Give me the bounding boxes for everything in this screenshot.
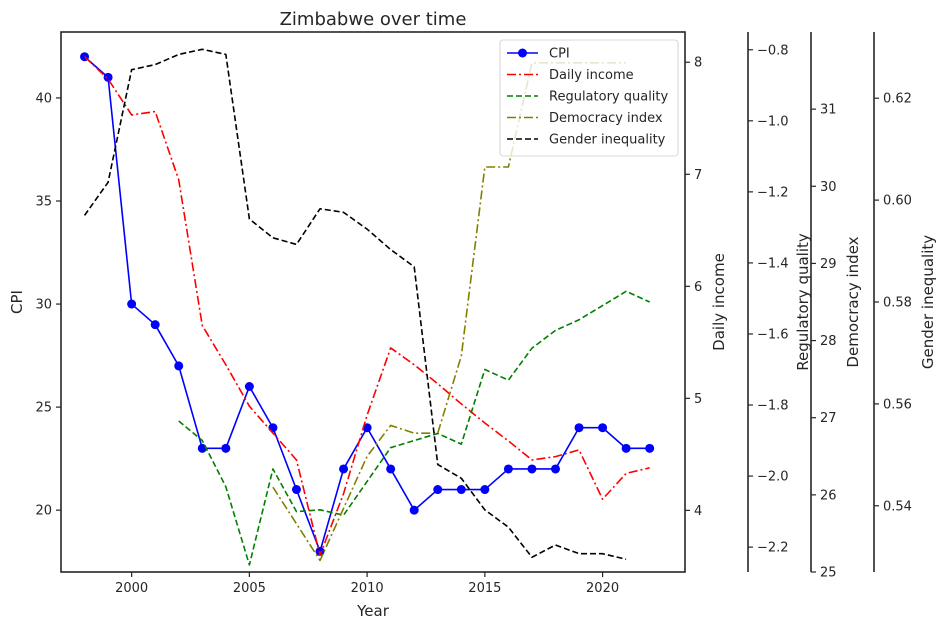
legend-label: Gender inequality xyxy=(549,133,666,148)
daily-income-axis: 4 5 6 7 8 Daily income xyxy=(685,56,728,519)
legend-label: Regulatory quality xyxy=(549,90,669,105)
y-tick-label: 29 xyxy=(820,257,837,272)
y-tick-label: −1.6 xyxy=(757,327,789,342)
regulatory-quality-axis: −2.2 −2.0 −1.8 −1.6 −1.4 −1.2 −1.0 −0.8 Regulato… xyxy=(747,32,812,572)
y-tick-label: −2.2 xyxy=(757,541,789,556)
y-axis-label: Daily income xyxy=(710,253,728,351)
data-point xyxy=(645,443,655,453)
y-tick-label: 6 xyxy=(694,280,702,295)
legend-item: Democracy index xyxy=(507,111,663,126)
x-tick-label: 2015 xyxy=(468,581,501,596)
gender-inequality-axis: 0.54 0.56 0.58 0.60 0.62 Gender inequality xyxy=(873,32,937,572)
y-tick-label: 0.54 xyxy=(883,499,912,514)
y-tick-label: 0.58 xyxy=(883,296,912,311)
data-point xyxy=(221,443,231,453)
data-point xyxy=(339,464,349,474)
data-point xyxy=(409,505,419,515)
data-point xyxy=(268,423,278,433)
data-point xyxy=(127,299,137,309)
democracy-index-axis: 25 26 27 28 29 30 31 Democracy index xyxy=(810,32,862,581)
x-axis-label: Year xyxy=(356,602,390,620)
y-tick-label: −1.4 xyxy=(757,256,789,271)
legend-item: Daily income xyxy=(507,68,634,83)
axes-layer: 2000 2005 2010 2015 20202025303540CPI45678Da… xyxy=(8,32,937,596)
data-point xyxy=(480,485,490,495)
data-point xyxy=(598,423,608,433)
data-point xyxy=(244,382,254,392)
data-point xyxy=(503,464,513,474)
legend-item: Regulatory quality xyxy=(507,90,669,105)
y-tick-label: −1.0 xyxy=(757,114,789,129)
data-point xyxy=(456,485,466,495)
legend-items: CPI Daily income Regulatory quality Democra… xyxy=(507,47,669,148)
y-tick-label: 5 xyxy=(694,392,702,407)
legend-item: Gender inequality xyxy=(507,133,666,148)
series-cpi xyxy=(80,52,655,556)
data-point xyxy=(291,485,301,495)
y-axis-label: Democracy index xyxy=(844,236,862,367)
y-tick-label: 8 xyxy=(694,56,702,71)
y-tick-label: 30 xyxy=(35,298,52,313)
y-tick-label: 40 xyxy=(35,91,52,106)
series-daily-income xyxy=(83,56,650,557)
plot-frame xyxy=(60,31,686,573)
x-tick-label: 2020 xyxy=(586,581,619,596)
legend-label: Democracy index xyxy=(549,111,663,126)
data-point xyxy=(574,423,584,433)
y-axis-label: Gender inequality xyxy=(919,235,937,369)
y-tick-label: −2.0 xyxy=(757,470,789,485)
y-tick-label: 20 xyxy=(35,504,52,519)
y-tick-label: 0.56 xyxy=(883,397,912,412)
y-tick-label: −1.2 xyxy=(757,185,789,200)
legend-marker xyxy=(518,48,527,58)
y-axis-label: CPI xyxy=(8,290,26,314)
y-tick-label: 0.60 xyxy=(883,194,912,209)
y-tick-label: 31 xyxy=(820,103,837,118)
y-tick-label: −0.8 xyxy=(757,43,789,58)
legend-label: CPI xyxy=(549,47,570,62)
y-tick-label: 0.62 xyxy=(883,92,912,107)
y-tick-label: 26 xyxy=(820,488,837,503)
cpi-axis: 20 25 30 35 40 CPI xyxy=(8,91,61,519)
x-tick-label: 2010 xyxy=(351,581,384,596)
x-tick-label: 2005 xyxy=(233,581,266,596)
y-tick-label: −1.8 xyxy=(757,399,789,414)
series-line xyxy=(178,290,651,566)
data-point xyxy=(103,72,113,82)
y-tick-label: 27 xyxy=(820,411,837,426)
y-tick-label: 7 xyxy=(694,168,702,183)
legend: CPI Daily income Regulatory quality Democra… xyxy=(499,39,679,157)
data-point xyxy=(621,443,631,453)
y-tick-label: 25 xyxy=(35,401,52,416)
legend-label: Daily income xyxy=(549,68,634,83)
x-tick-label: 2000 xyxy=(115,581,148,596)
data-point xyxy=(527,464,537,474)
chart-title: Zimbabwe over time xyxy=(280,9,467,30)
data-point xyxy=(150,320,160,330)
y-tick-label: 30 xyxy=(820,180,837,195)
data-point xyxy=(386,464,396,474)
y-tick-label: 4 xyxy=(694,504,702,519)
y-axis-label: Regulatory quality xyxy=(794,233,812,371)
legend-box xyxy=(499,39,679,157)
series-gender-inequality xyxy=(83,48,627,561)
data-point xyxy=(362,423,372,433)
series-regulatory-quality xyxy=(178,290,651,566)
series-line xyxy=(83,56,650,557)
legend-item: CPI xyxy=(507,47,570,62)
data-point xyxy=(174,361,184,371)
y-tick-label: 35 xyxy=(35,195,52,210)
data-point xyxy=(550,464,560,474)
y-tick-label: 28 xyxy=(820,334,837,349)
data-point xyxy=(433,485,443,495)
data-point xyxy=(315,546,325,556)
series-line xyxy=(83,48,627,561)
y-tick-label: 25 xyxy=(820,566,837,581)
